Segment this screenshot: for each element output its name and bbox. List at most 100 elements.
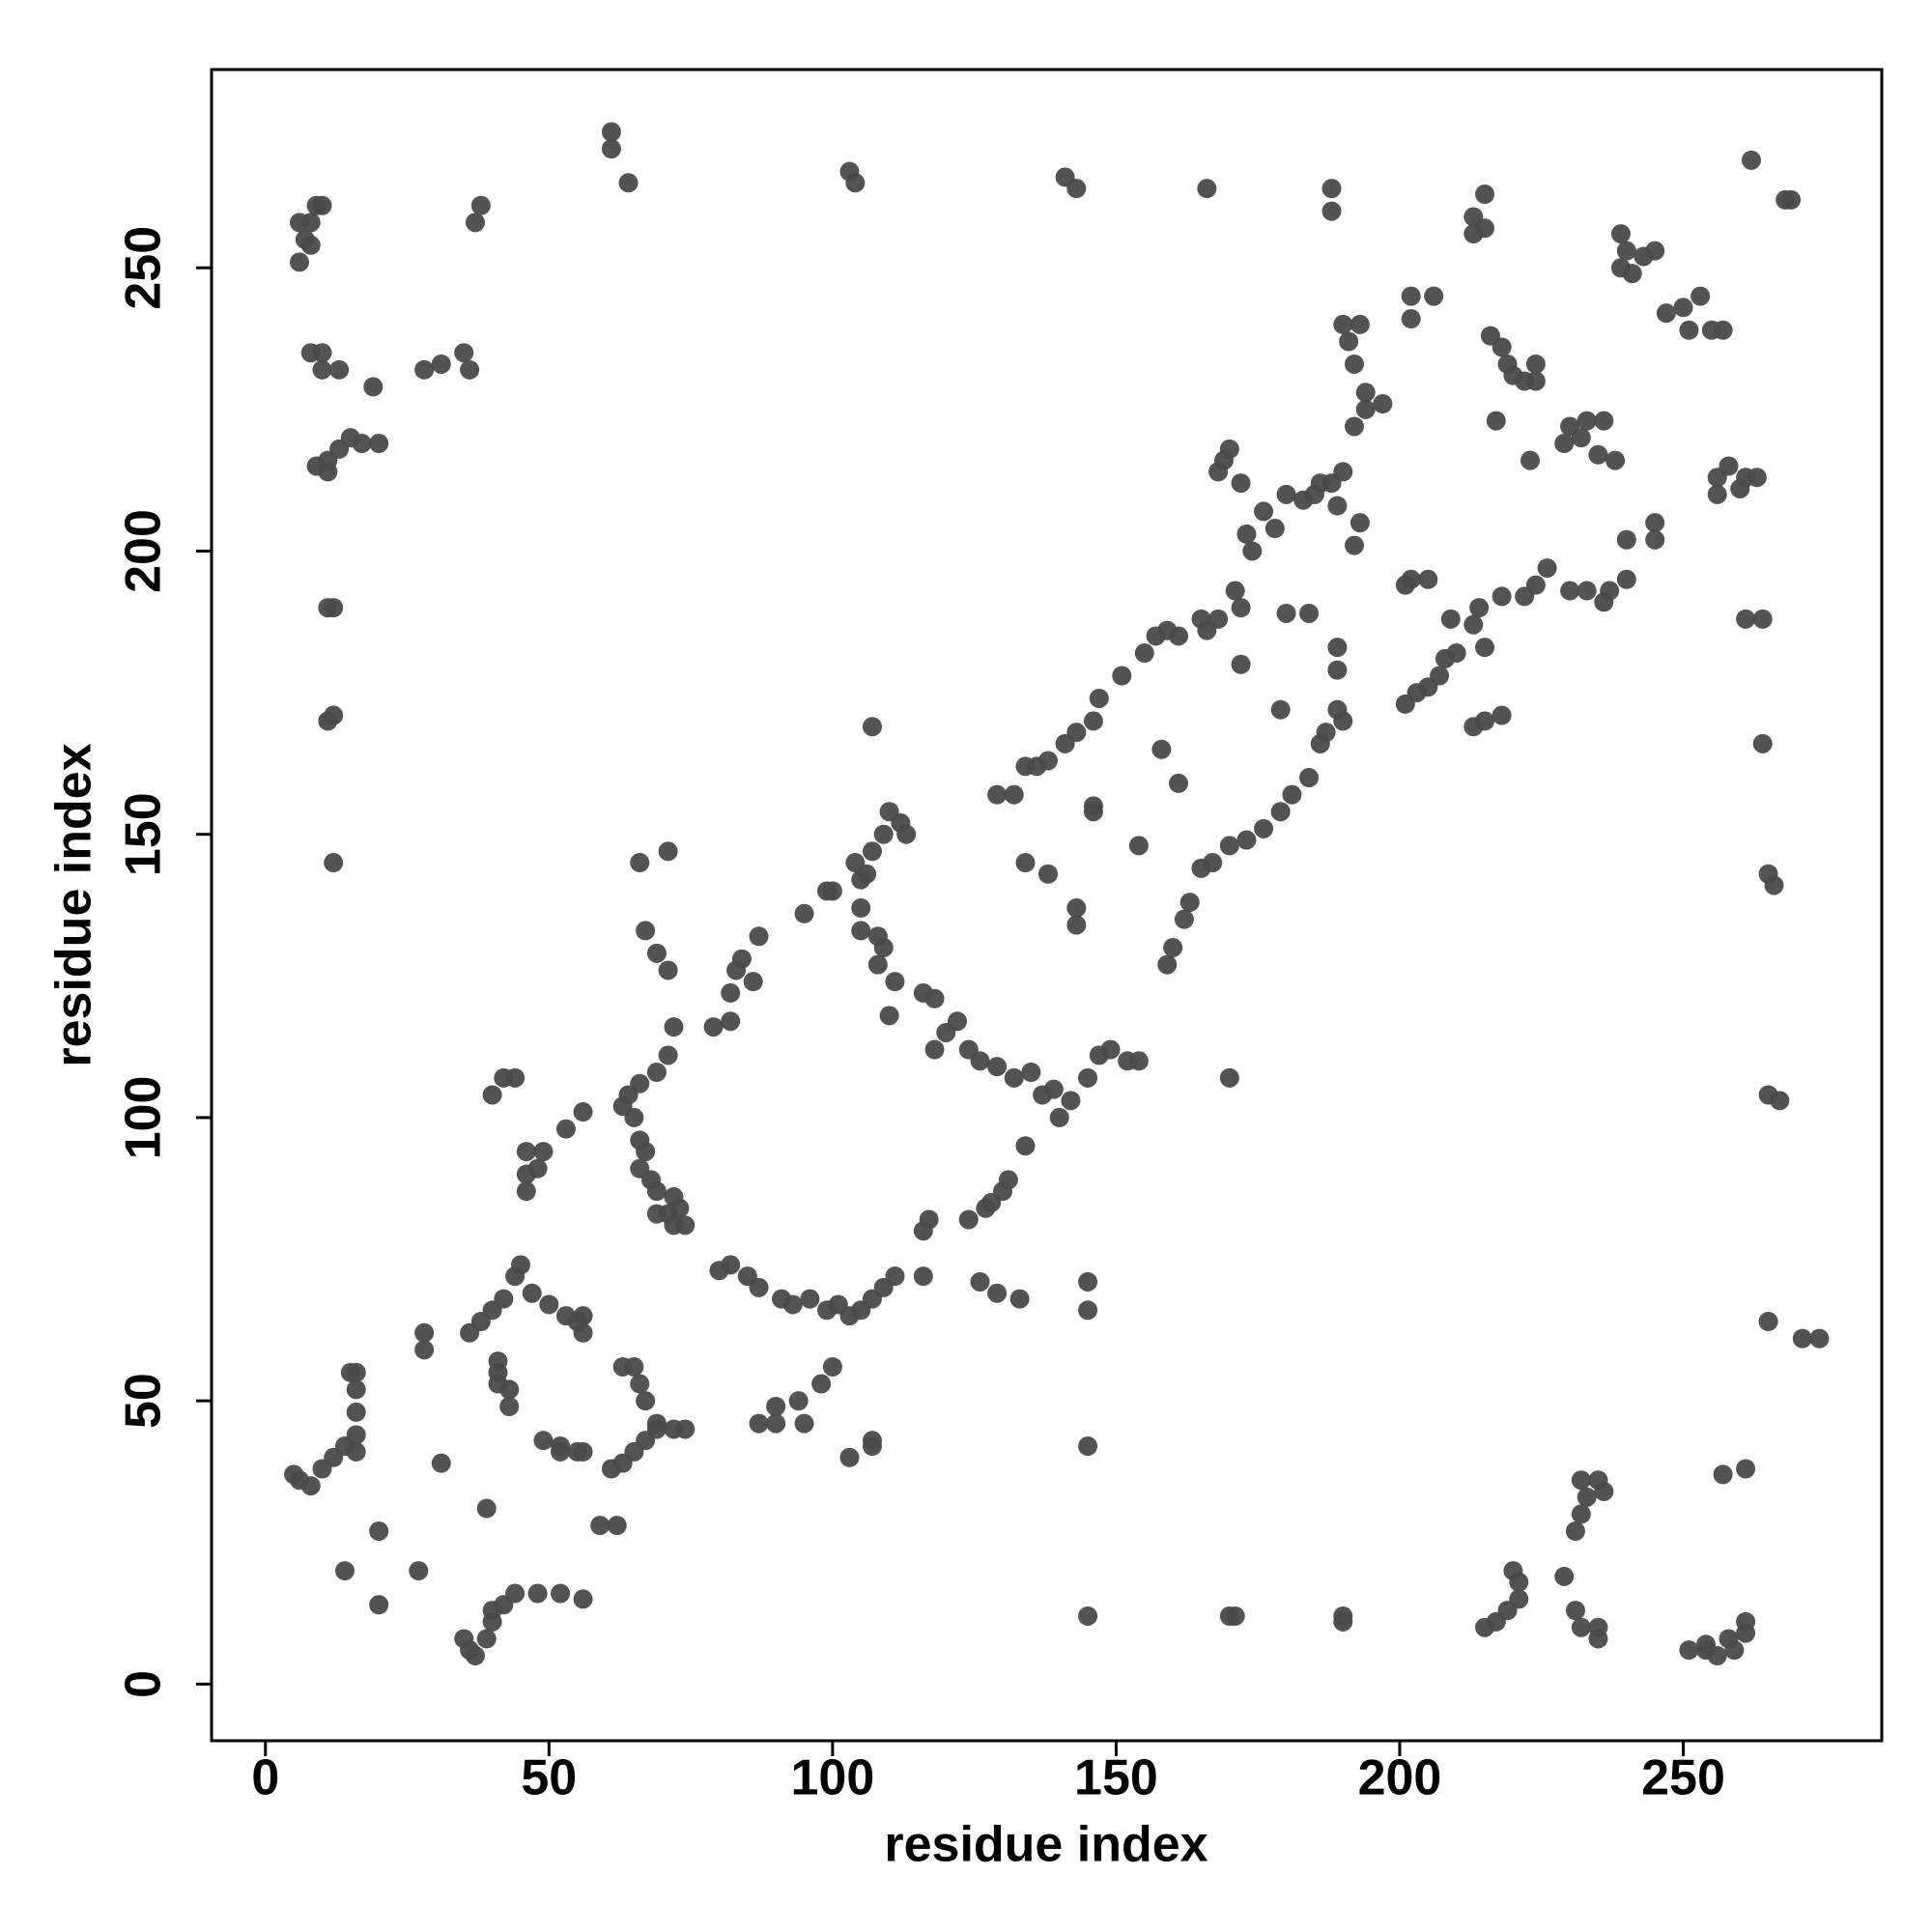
point (749, 926, 769, 947)
point (1475, 711, 1495, 731)
point (470, 195, 491, 215)
point (1588, 444, 1608, 465)
point (1299, 603, 1320, 623)
point (1424, 286, 1444, 306)
point (607, 1516, 627, 1536)
y-tick-label: 200 (116, 509, 172, 593)
point (1345, 416, 1364, 437)
point (1282, 784, 1302, 805)
point (885, 972, 905, 992)
point (1679, 1640, 1699, 1661)
point (1492, 337, 1512, 357)
point (494, 1289, 514, 1309)
point (788, 1391, 809, 1411)
point (601, 122, 621, 142)
point (721, 1011, 741, 1032)
point (1565, 1601, 1585, 1621)
point (743, 972, 763, 992)
point (1752, 609, 1773, 629)
point (817, 881, 837, 901)
point (1191, 858, 1211, 878)
point (324, 853, 344, 873)
point (1236, 830, 1257, 850)
point (1707, 484, 1727, 504)
point (482, 1601, 502, 1621)
point (1492, 586, 1512, 607)
point (1009, 1289, 1030, 1309)
point (1395, 575, 1415, 595)
point (1616, 569, 1636, 589)
point (970, 1051, 990, 1071)
point (658, 841, 678, 862)
point (1276, 603, 1296, 623)
point (749, 1277, 769, 1297)
point (1100, 1039, 1121, 1060)
point (630, 1374, 650, 1394)
point (749, 1413, 769, 1434)
point (675, 1419, 696, 1439)
point (636, 1391, 656, 1411)
point (1112, 666, 1132, 686)
point (499, 1379, 520, 1400)
point (636, 1142, 656, 1162)
point (312, 195, 332, 215)
point (1758, 1312, 1778, 1332)
point (1055, 733, 1075, 753)
point (1764, 875, 1784, 895)
point (1219, 1067, 1239, 1088)
point (482, 1085, 502, 1105)
point (703, 1017, 724, 1037)
point (1157, 954, 1178, 975)
point (340, 1362, 360, 1382)
point (1350, 314, 1370, 334)
point (1713, 1464, 1733, 1485)
point (867, 954, 888, 975)
point (601, 139, 621, 159)
point (851, 897, 871, 918)
point (1083, 711, 1103, 731)
point (1083, 802, 1103, 822)
point (862, 717, 882, 737)
point (505, 1583, 526, 1604)
point (1730, 478, 1750, 498)
point (811, 1374, 832, 1394)
point (1225, 1605, 1245, 1626)
point (1560, 581, 1580, 601)
point (1525, 354, 1546, 374)
point (1515, 586, 1535, 607)
point (1719, 456, 1739, 476)
point (1163, 937, 1183, 957)
point (1134, 643, 1154, 664)
point (346, 1379, 366, 1400)
point (998, 1170, 1018, 1190)
point (1440, 609, 1461, 629)
x-tick-label: 150 (1074, 1750, 1158, 1806)
point (551, 1583, 571, 1604)
point (1537, 558, 1557, 579)
x-tick-label: 50 (521, 1750, 577, 1806)
point (414, 1340, 435, 1360)
point (1401, 309, 1421, 329)
point (476, 1498, 497, 1519)
point (1066, 915, 1087, 935)
point (1157, 620, 1178, 640)
point (1015, 756, 1036, 777)
point (1049, 1107, 1069, 1127)
point (1503, 1561, 1523, 1581)
point (1577, 1487, 1597, 1507)
point (1373, 394, 1393, 413)
point (1033, 1085, 1053, 1105)
point (1151, 739, 1172, 759)
y-tick-label: 50 (116, 1373, 172, 1429)
point (851, 921, 871, 941)
point (1078, 1067, 1098, 1088)
point (766, 1397, 786, 1416)
point (1327, 660, 1348, 680)
point (675, 1215, 696, 1236)
point (1004, 1067, 1024, 1088)
point (1752, 733, 1773, 753)
x-axis-title: residue index (884, 1817, 1208, 1873)
point (1690, 286, 1711, 306)
point (414, 359, 435, 380)
point (782, 1294, 803, 1315)
